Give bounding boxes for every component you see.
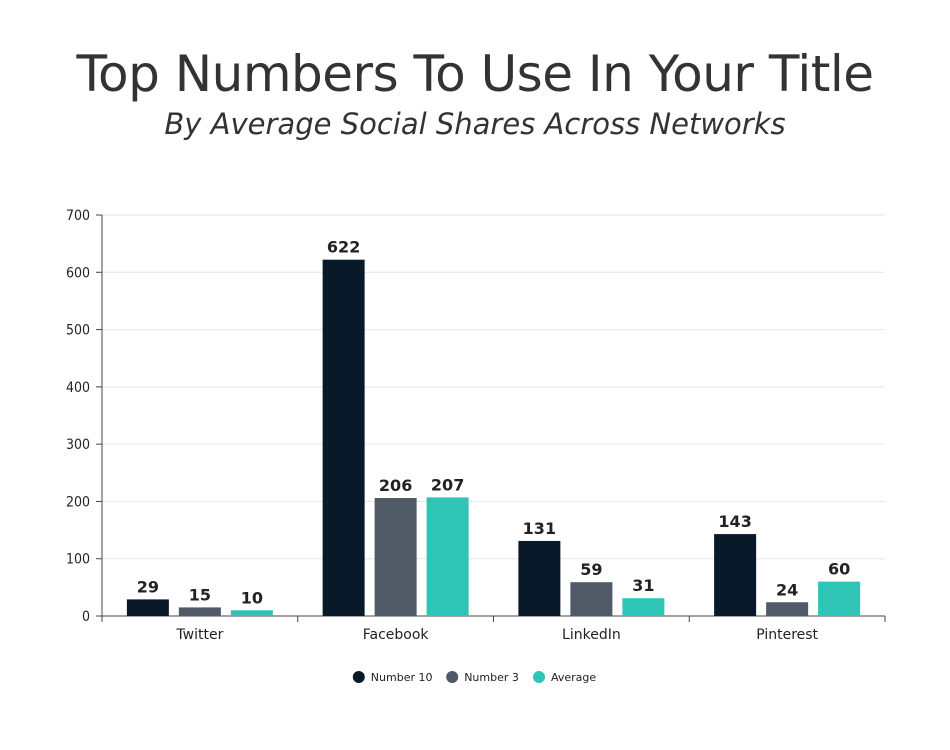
x-tick-label: Facebook <box>363 627 430 643</box>
legend-swatch <box>352 671 365 683</box>
gridlines <box>102 214 885 560</box>
data-label: 60 <box>828 560 850 579</box>
legend-label: Average <box>551 671 596 684</box>
bars <box>126 259 861 616</box>
y-tick-label: 700 <box>66 208 90 224</box>
bar <box>622 598 665 616</box>
bar <box>322 259 365 616</box>
y-tick-label: 200 <box>66 494 90 510</box>
chart-subtitle: By Average Social Shares Across Networks <box>164 107 786 141</box>
x-tick-label: LinkedIn <box>562 627 621 643</box>
data-labels: 29 15 10 622 206 207 131 59 31 143 24 60 <box>137 238 851 608</box>
bar <box>766 602 809 616</box>
y-tick-label: 600 <box>66 265 90 281</box>
bar <box>818 581 861 616</box>
data-label: 622 <box>327 238 360 257</box>
data-label: 59 <box>580 560 602 579</box>
data-label: 31 <box>632 576 654 595</box>
data-label: 29 <box>137 577 159 596</box>
x-tick-label: Pinterest <box>756 627 818 643</box>
bar <box>714 534 757 616</box>
y-tick-label: 300 <box>66 437 90 453</box>
y-tick-label: 400 <box>66 380 90 396</box>
bar <box>570 582 613 616</box>
bar <box>518 540 561 616</box>
axes: 0 100 200 300 400 500 600 700 Twitter Facebook Lin… <box>66 208 886 643</box>
y-tick-label: 500 <box>66 323 90 339</box>
data-label: 15 <box>189 585 211 604</box>
data-label: 206 <box>379 476 412 495</box>
legend-swatch <box>446 671 459 683</box>
data-label: 131 <box>523 519 556 538</box>
x-tick-label: Twitter <box>175 627 223 643</box>
data-label: 207 <box>431 475 464 494</box>
bar <box>126 599 169 616</box>
chart-title: Top Numbers To Use In Your Title <box>76 45 874 103</box>
legend-label: Number 3 <box>464 671 519 684</box>
y-tick-label: 0 <box>82 609 90 625</box>
data-label: 10 <box>241 588 263 607</box>
y-tick-label: 100 <box>66 552 90 568</box>
data-label: 143 <box>718 512 751 531</box>
bar <box>426 497 469 616</box>
data-label: 24 <box>776 580 798 599</box>
bar <box>230 610 273 616</box>
legend-swatch <box>533 671 545 683</box>
bar <box>374 497 417 616</box>
bar <box>178 607 221 616</box>
legend: Number 10 Number 3 Average <box>352 671 596 684</box>
legend-label: Number 10 <box>371 671 433 684</box>
